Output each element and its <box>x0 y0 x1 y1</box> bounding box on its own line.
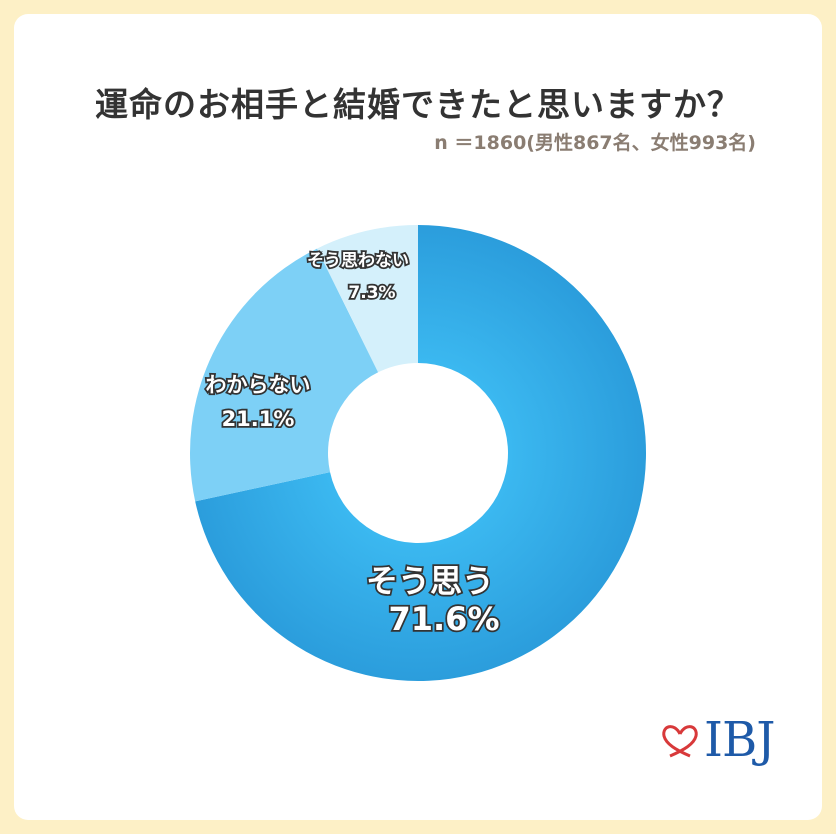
slice-value-label: 71.6% <box>388 600 499 638</box>
slice-2 <box>189 248 379 502</box>
heart-icon <box>662 725 698 758</box>
logo-text: IBJ <box>704 712 775 768</box>
chart-card <box>14 14 822 820</box>
slice-label: そう思う <box>366 562 494 600</box>
slice-label: わからない <box>206 373 311 397</box>
chart-title: 運命のお相手と結婚できたと思いますか？ <box>95 85 741 124</box>
chart-subtitle: n ＝1860(男性867名、女性993名) <box>434 132 756 154</box>
slice-label: そう思わない <box>307 251 409 271</box>
ibj-logo: IBJ <box>660 712 775 768</box>
slice-value-label: 21.1% <box>222 407 295 431</box>
slice-3 <box>317 225 418 373</box>
slice-1 <box>195 225 647 681</box>
slice-value-label: 7.3% <box>348 283 395 303</box>
